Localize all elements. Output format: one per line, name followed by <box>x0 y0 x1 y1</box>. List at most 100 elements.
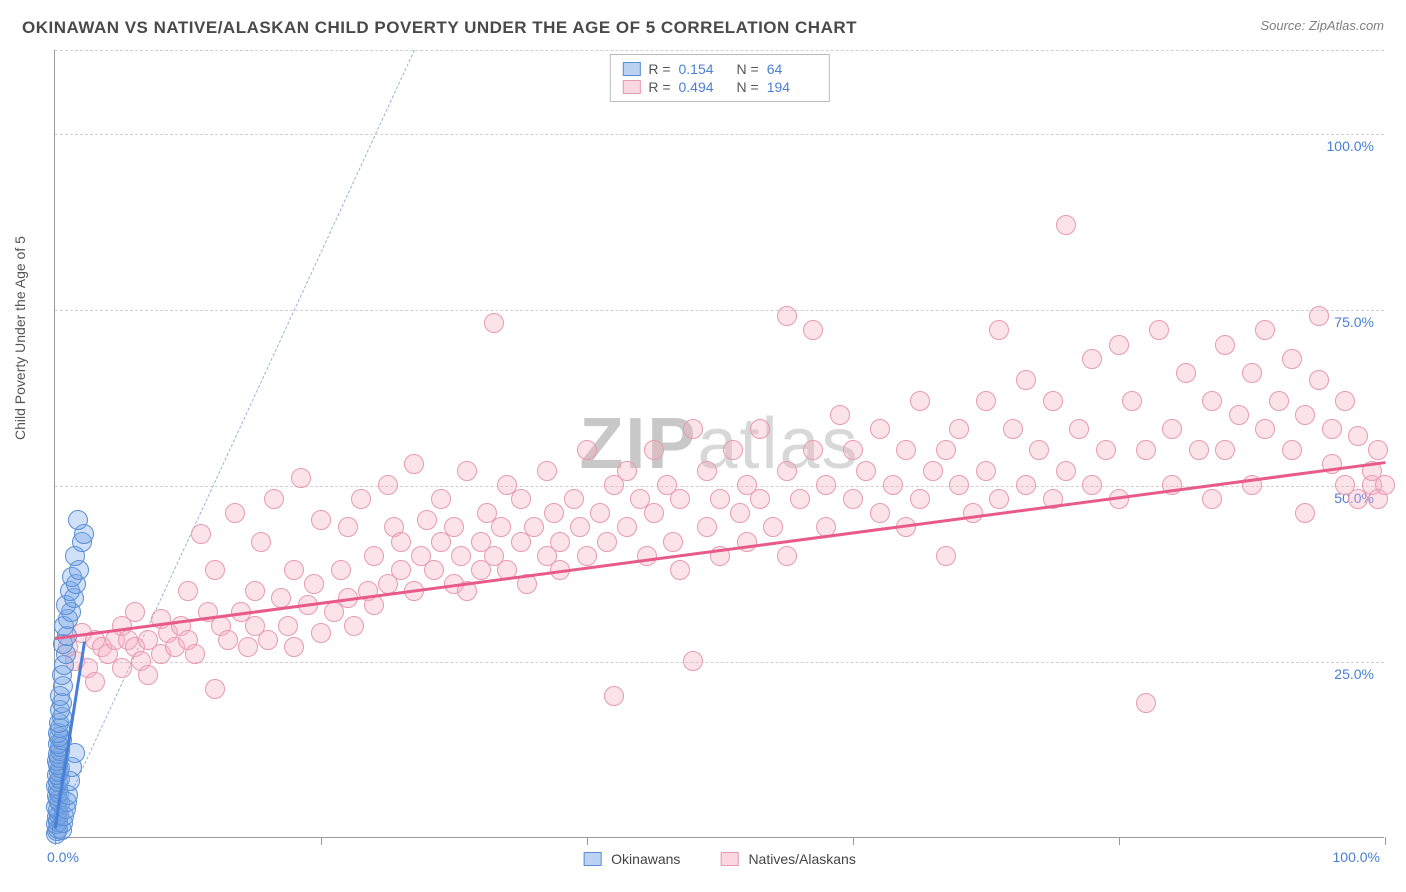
x-tick <box>587 837 588 845</box>
scatter-point-pink <box>1322 419 1342 439</box>
scatter-point-pink <box>125 602 145 622</box>
swatch-pink-icon <box>622 80 640 94</box>
scatter-point-blue <box>68 510 88 530</box>
r-label: R = <box>648 79 670 95</box>
r-value-blue: 0.154 <box>679 61 729 77</box>
scatter-point-pink <box>1215 335 1235 355</box>
scatter-point-pink <box>936 440 956 460</box>
scatter-point-pink <box>537 461 557 481</box>
scatter-point-pink <box>451 546 471 566</box>
scatter-point-pink <box>803 440 823 460</box>
series-legend: Okinawans Natives/Alaskans <box>583 851 856 867</box>
n-label: N = <box>737 61 759 77</box>
scatter-point-pink <box>205 560 225 580</box>
scatter-point-pink <box>258 630 278 650</box>
scatter-point-pink <box>883 475 903 495</box>
stats-legend: R = 0.154 N = 64 R = 0.494 N = 194 <box>609 54 829 102</box>
scatter-point-pink <box>1309 306 1329 326</box>
scatter-point-pink <box>750 489 770 509</box>
scatter-point-pink <box>663 532 683 552</box>
scatter-point-pink <box>697 517 717 537</box>
scatter-point-pink <box>730 503 750 523</box>
scatter-point-pink <box>1282 349 1302 369</box>
scatter-point-pink <box>949 475 969 495</box>
scatter-point-pink <box>1003 419 1023 439</box>
scatter-point-pink <box>816 475 836 495</box>
scatter-point-pink <box>1016 475 1036 495</box>
y-tick-label: 75.0% <box>1334 314 1374 330</box>
scatter-point-pink <box>311 510 331 530</box>
stats-row-pink: R = 0.494 N = 194 <box>622 79 816 95</box>
scatter-point-pink <box>344 616 364 636</box>
scatter-point-pink <box>185 644 205 664</box>
scatter-point-pink <box>570 517 590 537</box>
scatter-point-pink <box>291 468 311 488</box>
scatter-point-pink <box>1348 426 1368 446</box>
scatter-point-pink <box>910 391 930 411</box>
n-label: N = <box>737 79 759 95</box>
scatter-point-pink <box>750 419 770 439</box>
scatter-point-pink <box>896 440 916 460</box>
scatter-point-pink <box>803 320 823 340</box>
scatter-point-pink <box>790 489 810 509</box>
scatter-point-pink <box>404 454 424 474</box>
x-tick <box>1385 837 1386 845</box>
x-origin-label: 0.0% <box>47 849 79 865</box>
gridline-h <box>55 662 1384 663</box>
scatter-point-pink <box>311 623 331 643</box>
scatter-point-pink <box>777 546 797 566</box>
scatter-point-pink <box>1282 440 1302 460</box>
scatter-point-pink <box>1109 335 1129 355</box>
scatter-point-pink <box>910 489 930 509</box>
scatter-point-pink <box>870 503 890 523</box>
scatter-point-pink <box>550 532 570 552</box>
n-value-blue: 64 <box>767 61 817 77</box>
y-axis-label: Child Poverty Under the Age of 5 <box>12 236 28 440</box>
scatter-point-pink <box>777 306 797 326</box>
scatter-point-pink <box>364 546 384 566</box>
scatter-point-pink <box>278 616 298 636</box>
scatter-point-pink <box>1295 405 1315 425</box>
n-value-pink: 194 <box>767 79 817 95</box>
scatter-point-pink <box>644 440 664 460</box>
scatter-point-pink <box>590 503 610 523</box>
gridline-h <box>55 134 1384 135</box>
scatter-point-pink <box>923 461 943 481</box>
scatter-point-pink <box>870 419 890 439</box>
scatter-point-pink <box>856 461 876 481</box>
scatter-point-pink <box>391 532 411 552</box>
scatter-point-pink <box>178 581 198 601</box>
scatter-point-pink <box>670 560 690 580</box>
scatter-point-pink <box>670 489 690 509</box>
scatter-point-pink <box>564 489 584 509</box>
scatter-point-pink <box>1029 440 1049 460</box>
x-tick <box>1119 837 1120 845</box>
scatter-point-pink <box>138 665 158 685</box>
scatter-point-pink <box>264 489 284 509</box>
scatter-point-pink <box>1189 440 1209 460</box>
legend-label-blue: Okinawans <box>611 851 680 867</box>
stats-row-blue: R = 0.154 N = 64 <box>622 61 816 77</box>
scatter-point-pink <box>1269 391 1289 411</box>
scatter-point-pink <box>1176 363 1196 383</box>
gridline-h <box>55 50 1384 51</box>
scatter-point-pink <box>604 686 624 706</box>
scatter-point-pink <box>763 517 783 537</box>
scatter-point-pink <box>683 651 703 671</box>
scatter-plot: ZIPatlas R = 0.154 N = 64 R = 0.494 N = … <box>54 50 1384 838</box>
scatter-point-pink <box>238 637 258 657</box>
scatter-point-pink <box>644 503 664 523</box>
scatter-point-pink <box>597 532 617 552</box>
y-tick-label: 100.0% <box>1327 138 1374 154</box>
watermark-zip: ZIP <box>579 404 697 484</box>
scatter-point-pink <box>191 524 211 544</box>
scatter-point-pink <box>1215 440 1235 460</box>
scatter-point-pink <box>225 503 245 523</box>
scatter-point-pink <box>1242 363 1262 383</box>
scatter-point-pink <box>989 489 1009 509</box>
scatter-point-pink <box>351 489 371 509</box>
scatter-point-pink <box>1202 391 1222 411</box>
scatter-point-pink <box>1375 475 1395 495</box>
scatter-point-pink <box>830 405 850 425</box>
scatter-point-pink <box>1368 440 1388 460</box>
